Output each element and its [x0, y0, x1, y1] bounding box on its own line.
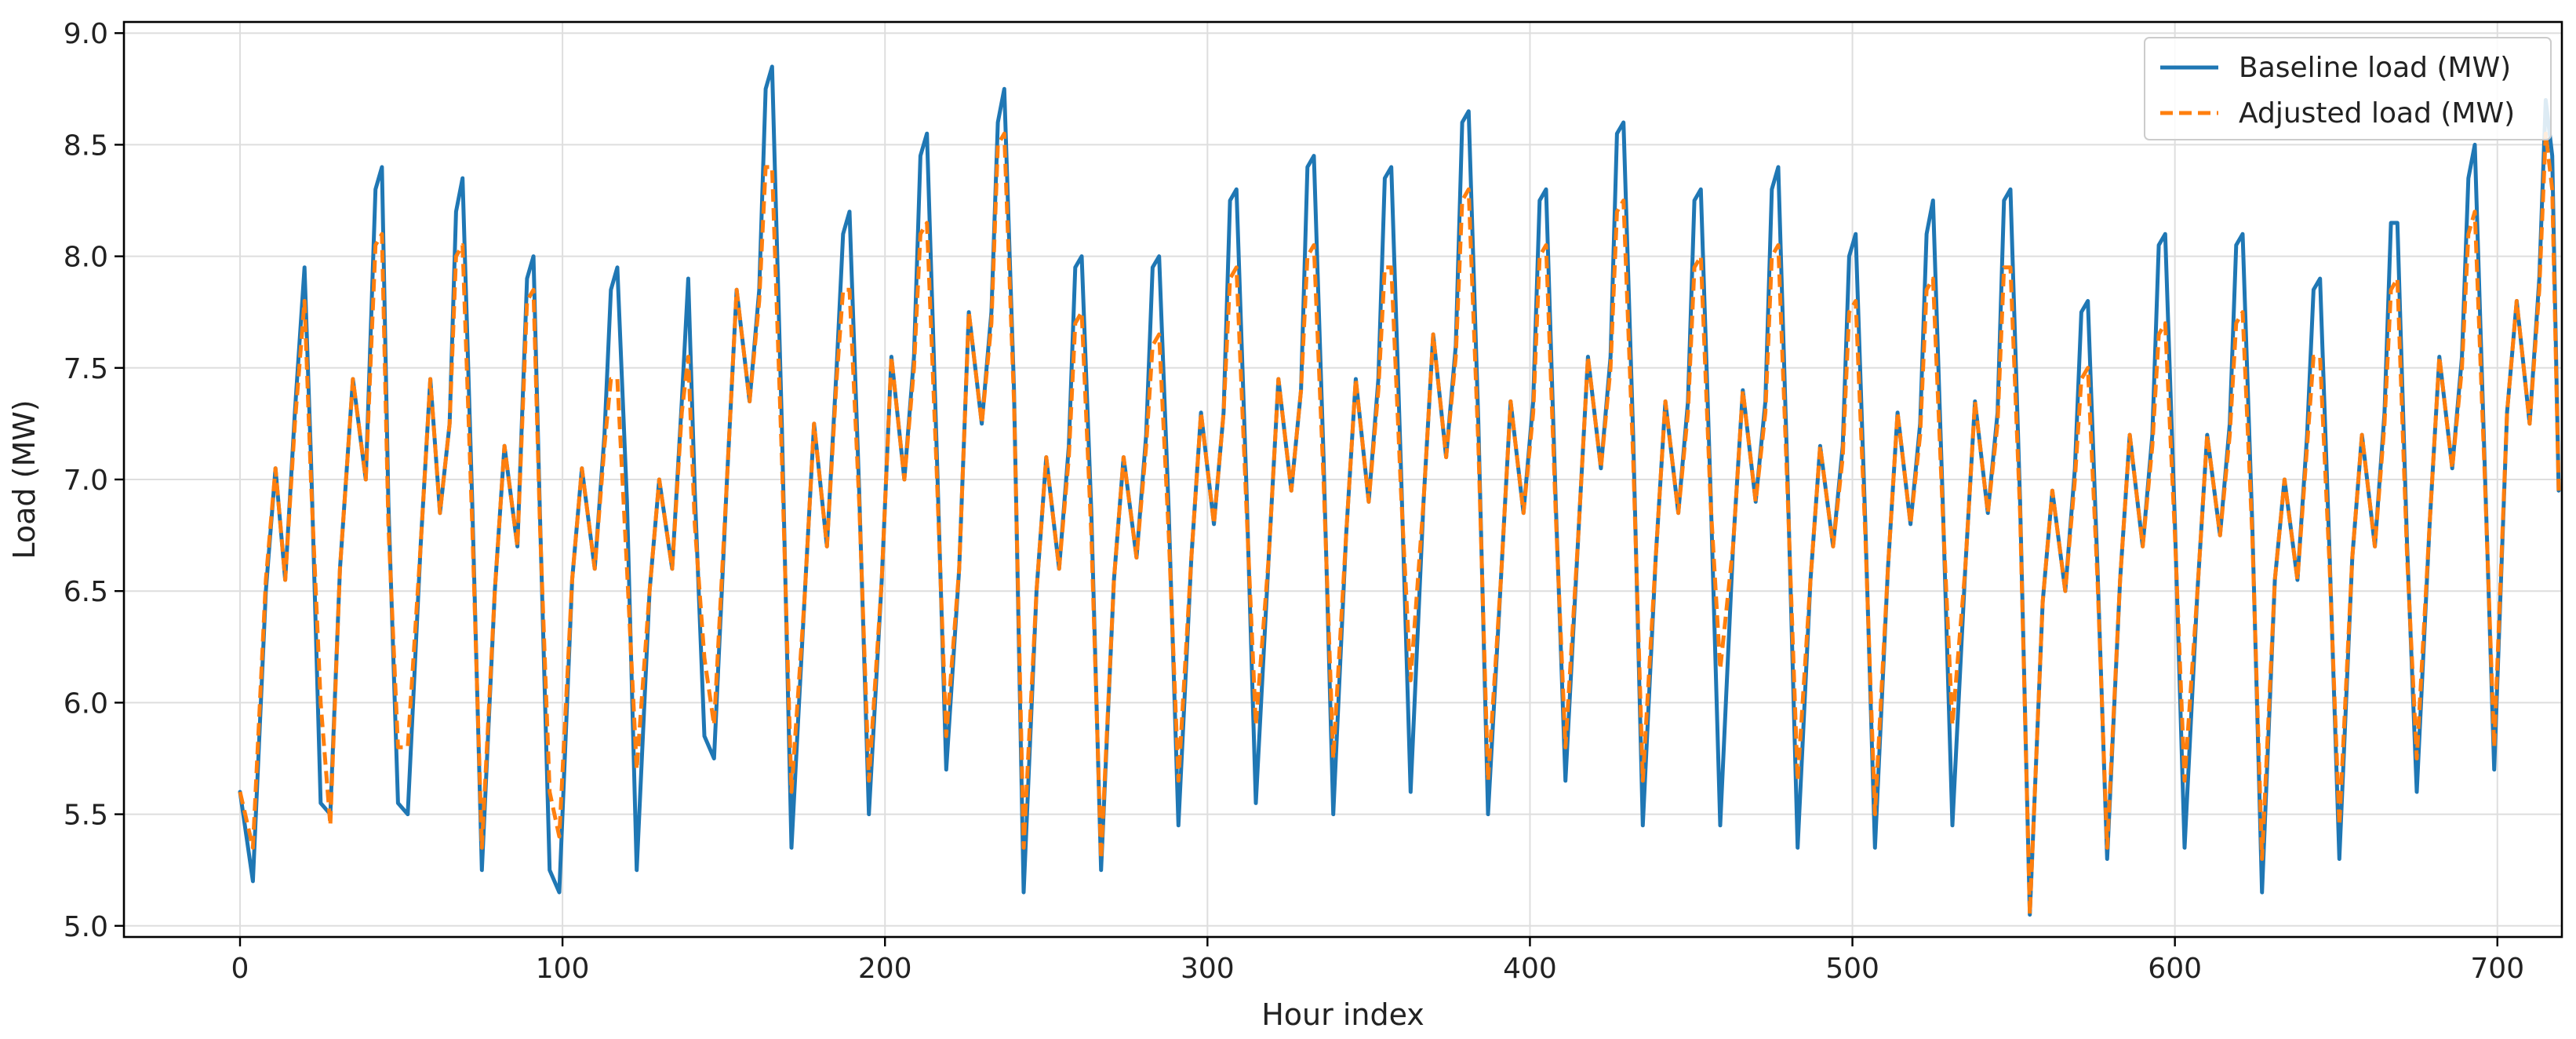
- legend-label-adjusted: Adjusted load (MW): [2239, 97, 2515, 129]
- x-tick-label: 100: [536, 953, 590, 985]
- y-tick-label: 8.0: [64, 242, 108, 274]
- legend: Baseline load (MW) Adjusted load (MW): [2144, 37, 2552, 140]
- y-axis-label: Load (MW): [7, 399, 42, 559]
- x-tick-label: 500: [1825, 953, 1879, 985]
- x-tick-label: 200: [858, 953, 912, 985]
- tick-layer: 0 100 200 300 400 500 600 700 5.0 5.5 6.0 6.5 7.0 7.5…: [64, 18, 2524, 985]
- x-tick-label: 300: [1181, 953, 1235, 985]
- y-tick-label: 5.5: [64, 800, 108, 832]
- x-tick-label: 0: [231, 953, 249, 985]
- y-tick-label: 6.0: [64, 687, 108, 720]
- y-tick-label: 8.5: [64, 129, 108, 162]
- y-tick-label: 7.5: [64, 353, 108, 385]
- x-tick-label: 700: [2470, 953, 2524, 985]
- y-tick-label: 5.0: [64, 911, 108, 943]
- x-tick-label: 600: [2148, 953, 2202, 985]
- series-line-baseline: [238, 64, 2561, 917]
- series-layer: [238, 64, 2561, 917]
- y-tick-label: 7.0: [64, 465, 108, 497]
- legend-box: [2144, 37, 2552, 140]
- grid: [124, 22, 2562, 937]
- legend-label-baseline: Baseline load (MW): [2239, 52, 2511, 84]
- y-tick-label: 9.0: [64, 18, 108, 50]
- x-axis-label: Hour index: [1261, 997, 1424, 1032]
- series-line-adjusted: [238, 131, 2561, 917]
- y-tick-label: 6.5: [64, 576, 108, 608]
- x-tick-label: 400: [1503, 953, 1557, 985]
